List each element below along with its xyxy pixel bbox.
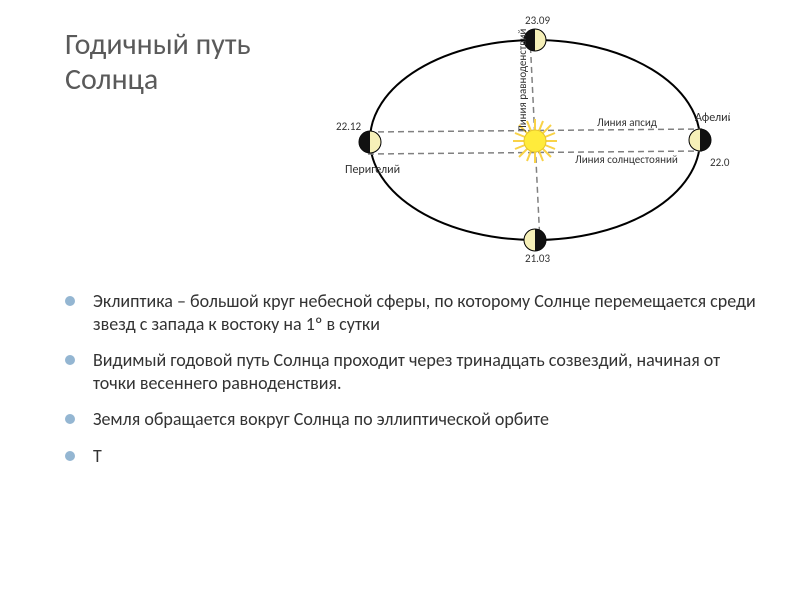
date-bottom: 21.03 (525, 252, 551, 265)
list-item: Эклиптика – большой круг небесной сферы,… (65, 290, 765, 335)
bullet-text: Земля обращается вокруг Солнца по эллипт… (93, 408, 549, 430)
title-line-2: Солнца (65, 61, 158, 98)
phase-right (689, 129, 711, 151)
label-equinox: Линия равноденствий (516, 29, 529, 132)
orbit-diagram: Линия апсид Линия солнцестояний Линия ра… (300, 10, 730, 260)
label-perihelion: Перигелий (345, 163, 400, 177)
bullet-text: Т (93, 445, 102, 467)
label-apsid: Линия апсид (597, 116, 657, 129)
date-top: 23.09 (525, 14, 551, 27)
label-aphelion: Афелий (695, 111, 730, 125)
bullet-list: Эклиптика – большой круг небесной сферы,… (65, 290, 765, 481)
date-right: 22.06 (710, 156, 730, 169)
bullet-text: Эклиптика – большой круг небесной сферы,… (93, 290, 756, 335)
slide: Годичный путь Солнца (0, 0, 800, 600)
page-title: Годичный путь Солнца (65, 28, 251, 97)
date-left: 22.12 (336, 120, 362, 133)
phase-left (359, 131, 381, 153)
list-item: Земля обращается вокруг Солнца по эллипт… (65, 408, 765, 431)
phase-bottom (524, 229, 546, 251)
list-item: Видимый годовой путь Солнца проходит чер… (65, 349, 765, 394)
bullet-text: Видимый годовой путь Солнца проходит чер… (93, 349, 720, 394)
orbit-svg: Линия апсид Линия солнцестояний Линия ра… (300, 10, 730, 270)
title-line-1: Годичный путь (65, 26, 251, 63)
label-solstice: Линия солнцестояний (575, 153, 678, 166)
list-item: Т (65, 445, 765, 468)
